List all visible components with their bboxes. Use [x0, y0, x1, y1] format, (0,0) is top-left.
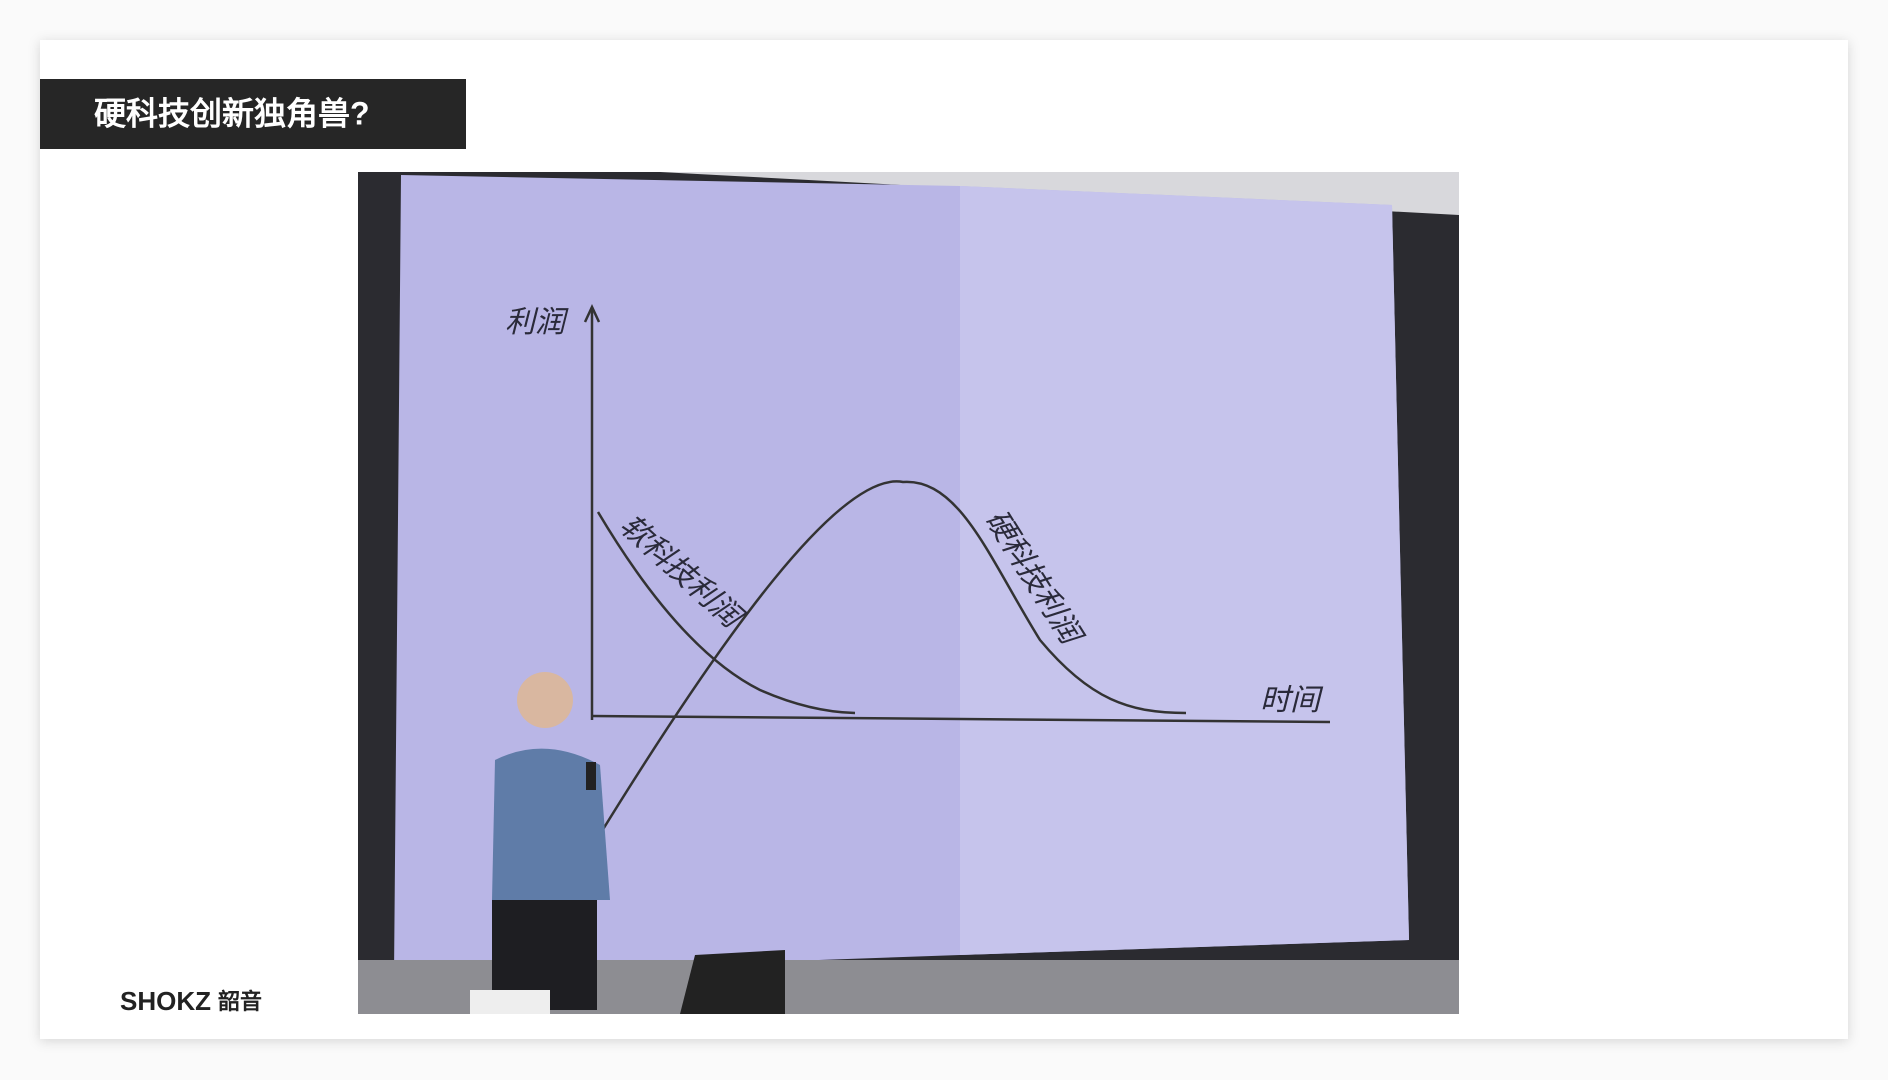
- speaker: [492, 672, 610, 1010]
- slide-title: 硬科技创新独角兽?: [94, 95, 370, 131]
- y-axis-label: 利润: [505, 305, 569, 340]
- soft-curve: [596, 511, 856, 715]
- y-arrow: [583, 304, 601, 323]
- laptop: [680, 950, 785, 1014]
- logo-brand: SHOKZ: [120, 986, 211, 1016]
- logo-cn: 韶音: [218, 989, 262, 1014]
- x-axis-label: 时间: [1260, 683, 1324, 718]
- hard-curve: [600, 480, 1187, 832]
- nameplate: [470, 990, 550, 1014]
- photo: 利润 时间 软科技利润 硬科技利润: [358, 172, 1459, 1014]
- x-axis: [591, 714, 1331, 724]
- title-bar: [40, 79, 466, 149]
- screen-right: [960, 186, 1409, 955]
